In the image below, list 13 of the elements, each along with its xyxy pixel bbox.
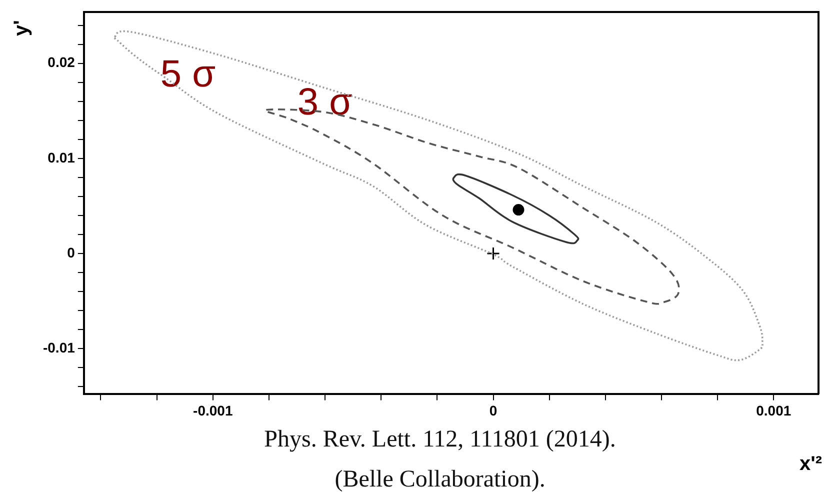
annotation: 3 σ: [297, 81, 353, 124]
y-tick-label: 0.01: [48, 149, 76, 166]
y-tick-label: -0.01: [42, 339, 76, 356]
y-tick-label: 0: [67, 244, 76, 260]
annotation: 5 σ: [160, 53, 216, 96]
x-axis-title: x'²: [799, 453, 822, 475]
x-tick-label: 0.001: [756, 402, 792, 418]
y-axis-title: y': [10, 20, 33, 36]
x-tick-label: 0: [489, 402, 498, 418]
y-tick-label: 0.02: [48, 54, 76, 70]
x-tick-label: -0.001: [193, 402, 233, 418]
text: Phys. Rev. Lett. 112, 111801 (2014).: [264, 426, 616, 452]
text: (Belle Collaboration).: [334, 466, 546, 492]
